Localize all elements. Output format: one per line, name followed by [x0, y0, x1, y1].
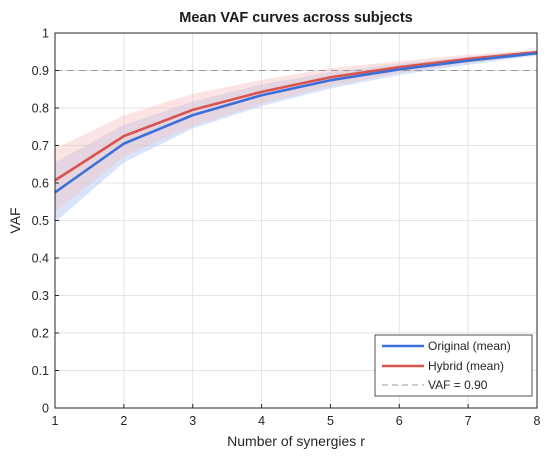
y-tick-label: 0.1	[32, 364, 49, 378]
y-tick-label: 0.6	[32, 177, 49, 191]
x-tick-label: 3	[189, 414, 196, 428]
x-axis-label: Number of synergies r	[227, 433, 365, 449]
y-tick-label: 0.3	[32, 289, 49, 303]
y-tick-label: 0.2	[32, 327, 49, 341]
chart-title: Mean VAF curves across subjects	[179, 10, 412, 26]
y-tick-label: 0.8	[32, 102, 49, 116]
y-axis-label: VAF	[7, 207, 23, 233]
x-tick-label: 4	[258, 414, 265, 428]
legend: Original (mean) Hybrid (mean) VAF = 0.90	[374, 334, 533, 397]
x-axis-ticks: 1 2 3 4 5 6 7 8	[52, 404, 541, 428]
x-tick-label: 2	[120, 414, 127, 428]
x-tick-label: 7	[465, 414, 472, 428]
legend-label-original: Original (mean)	[428, 339, 511, 353]
y-tick-label: 0.5	[32, 214, 49, 228]
x-tick-label: 5	[327, 414, 334, 428]
legend-label-reference: VAF = 0.90	[428, 378, 488, 392]
y-tick-label: 0.4	[32, 252, 49, 266]
x-tick-label: 1	[52, 414, 59, 428]
legend-label-hybrid: Hybrid (mean)	[428, 359, 504, 373]
series-line-original	[54, 51, 538, 194]
x-tick-label: 6	[396, 414, 403, 428]
x-tick-label: 8	[534, 414, 541, 428]
y-tick-label: 0.7	[32, 139, 49, 153]
y-axis-ticks: 0 0.1 0.2 0.3 0.4 0.5 0.6 0.7 0.8 0.9 1	[32, 27, 59, 416]
series-line-layer	[54, 50, 538, 194]
series-line-hybrid	[54, 50, 538, 182]
y-tick-label: 1	[42, 27, 49, 41]
y-tick-label: 0	[42, 402, 49, 416]
y-tick-label: 0.9	[32, 64, 49, 78]
